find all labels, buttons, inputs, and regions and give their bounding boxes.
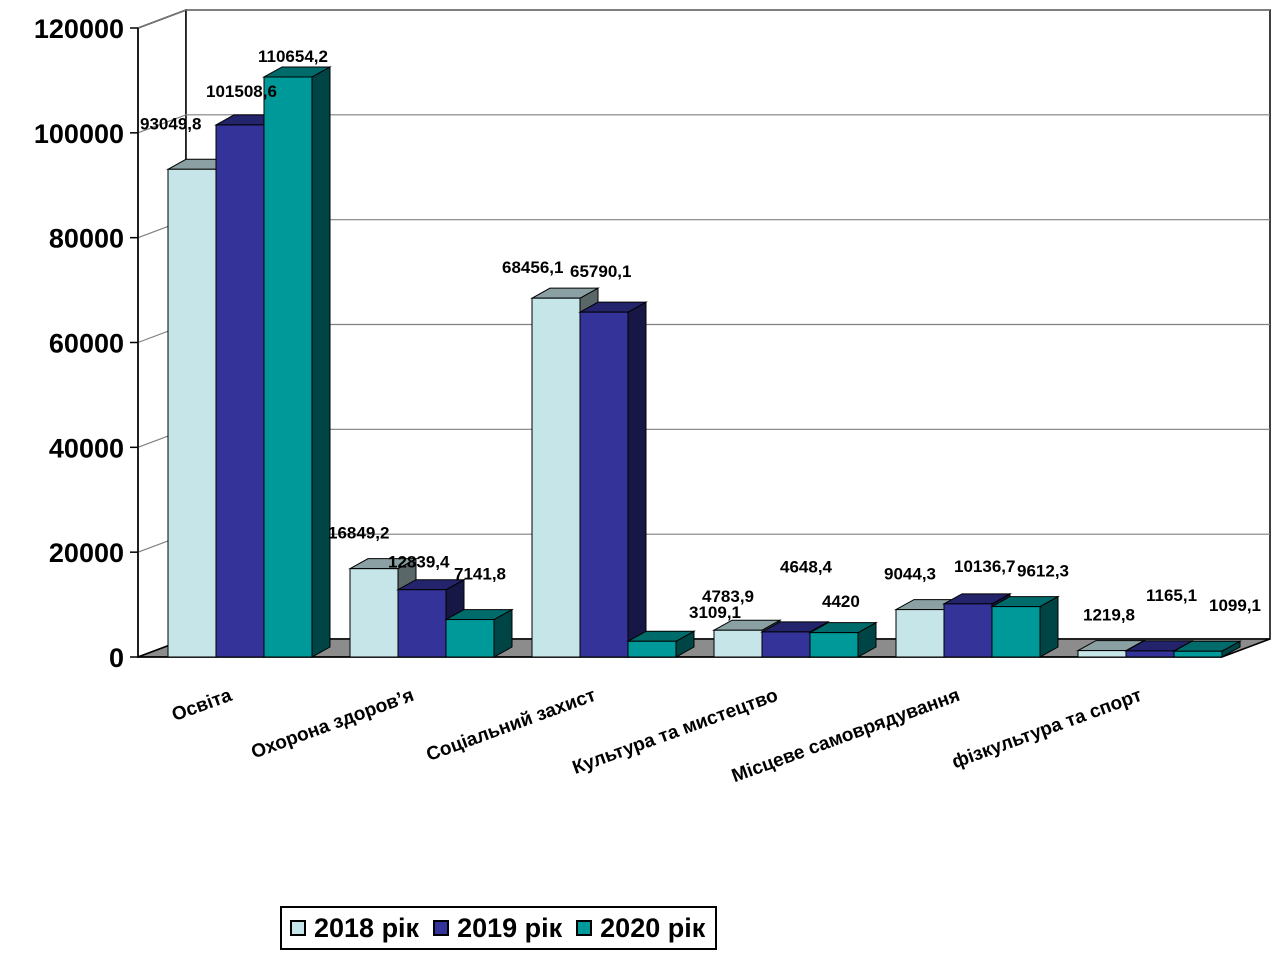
bar	[1125, 650, 1175, 658]
data-label: 101508,6	[206, 82, 277, 101]
legend-label-2018: 2018 рік	[314, 912, 420, 943]
bar	[531, 297, 581, 658]
bar	[349, 568, 399, 658]
legend-label-2019: 2019 рік	[457, 912, 563, 943]
bar	[579, 311, 629, 658]
legend: 2018 рік 2019 рік 2020 рік	[280, 906, 718, 950]
data-label: 16849,2	[328, 524, 389, 543]
legend-swatch-2020	[576, 920, 593, 936]
y-tick-label: 40000	[49, 433, 124, 463]
bar	[627, 640, 677, 658]
bar	[167, 168, 217, 658]
category-label: Соціальний захист	[424, 685, 599, 766]
bar	[215, 124, 265, 658]
legend-item-2018: 2018 рік	[290, 913, 419, 944]
legend-item-2019: 2019 рік	[433, 913, 562, 944]
gridline	[137, 114, 1270, 134]
data-label: 1099,1	[1209, 596, 1261, 615]
data-label-extra: 4420	[822, 592, 860, 611]
data-label: 1219,8	[1083, 606, 1135, 625]
bar	[991, 606, 1041, 658]
legend-swatch-2018	[290, 920, 306, 936]
bar	[713, 629, 763, 658]
bar	[943, 603, 993, 658]
category-label: Охорона здоров’я	[248, 685, 416, 763]
data-label: 65790,1	[570, 262, 631, 281]
data-label: 9044,3	[884, 565, 936, 584]
y-tick-label: 60000	[49, 329, 124, 359]
bar	[397, 589, 447, 658]
bar	[445, 619, 495, 658]
data-label: 3109,1	[689, 603, 741, 622]
data-label: 10136,7	[954, 557, 1015, 576]
y-tick-label: 100000	[34, 119, 124, 149]
legend-label-2020: 2020 рік	[600, 912, 706, 943]
bar	[1173, 650, 1223, 658]
data-label: 9612,3	[1017, 562, 1069, 581]
gridline	[137, 9, 1270, 29]
bar	[263, 76, 313, 658]
data-label: 68456,1	[502, 258, 563, 277]
data-label: 12839,4	[388, 553, 450, 572]
data-label: 110654,2	[258, 47, 328, 66]
data-label: 7141,8	[454, 565, 506, 584]
legend-item-2020: 2020 рік	[576, 913, 705, 944]
bar-side	[311, 66, 331, 658]
bar-side	[627, 301, 647, 658]
data-label: 1165,1	[1146, 586, 1197, 605]
category-label: фізкультура та спорт	[949, 685, 1144, 773]
data-label: 4648,4	[780, 558, 833, 577]
legend-swatch-2019	[433, 920, 450, 936]
bar	[1077, 650, 1127, 658]
category-label: Освіта	[169, 685, 235, 726]
bar	[895, 609, 945, 658]
bar	[761, 631, 811, 658]
y-tick-label: 80000	[49, 224, 124, 254]
data-label: 93049,8	[140, 114, 201, 133]
bar	[809, 632, 859, 658]
y-tick-label: 120000	[34, 14, 124, 44]
data-label: 4783,9	[702, 587, 754, 606]
y-tick-label: 20000	[49, 538, 124, 568]
y-tick-label: 0	[109, 643, 124, 673]
